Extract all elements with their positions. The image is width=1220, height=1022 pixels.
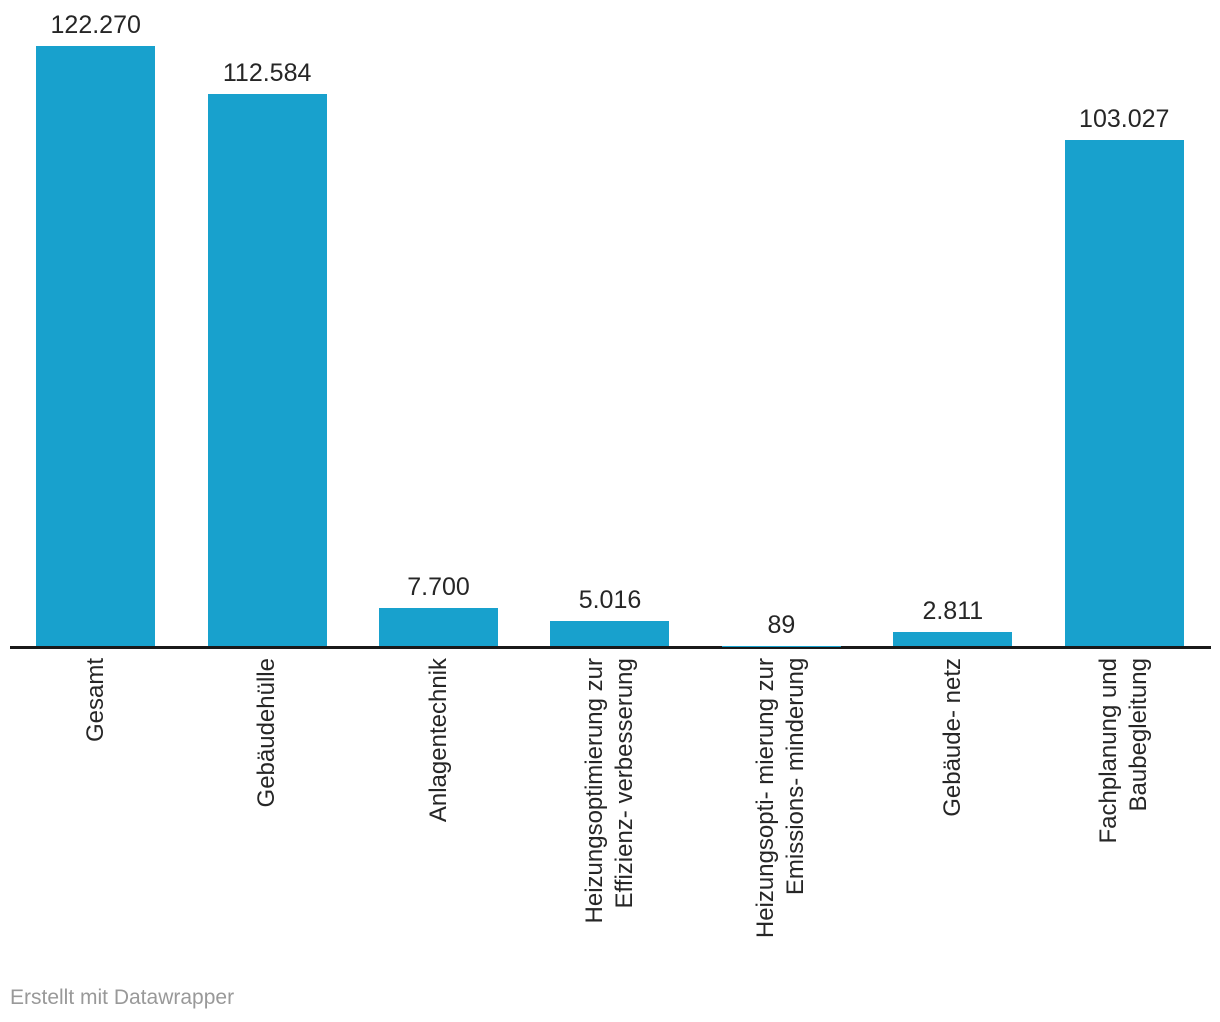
x-axis-labels: Gesamt Gebäudehülle Anlagentechnik Heizungs… (0, 649, 1220, 985)
bar-value-label: 89 (767, 610, 796, 639)
x-axis-label: Heizungsopti- mierung zur Emissions- mind… (752, 658, 810, 939)
bar (550, 621, 670, 646)
bar (1064, 140, 1184, 646)
bar-column: 122.270 (10, 0, 181, 646)
bar (36, 46, 156, 646)
x-axis-label: Heizungsoptimierung zur Effizienz- verbes… (580, 658, 638, 924)
x-axis-label-cell: Gebäudehülle (181, 658, 352, 807)
x-axis-label: Gesamt (81, 658, 109, 743)
bar-column: 7.700 (353, 0, 524, 646)
x-axis-label: Fachplanung und Baubegleitung (1095, 658, 1153, 844)
x-axis-label-cell: Gesamt (10, 658, 181, 742)
x-axis-label: Gebäudehülle (253, 658, 281, 808)
bar-column: 89 (696, 0, 867, 646)
bar (207, 93, 327, 646)
bar-value-label: 103.027 (1079, 105, 1170, 134)
x-axis-label: Anlagentechnik (424, 658, 452, 823)
bar-value-label: 112.584 (222, 58, 312, 87)
x-axis-line (10, 646, 1211, 649)
x-axis-label-cell: Gebäude- netz (867, 658, 1038, 817)
bar-value-label: 122.270 (50, 11, 141, 39)
bar-column: 103.027 (1039, 0, 1210, 646)
bar (893, 632, 1013, 646)
x-axis-label-cell: Heizungsopti- mierung zur Emissions- mind… (696, 658, 867, 938)
bar-value-label: 7.700 (407, 573, 470, 602)
x-axis-label-cell: Heizungsoptimierung zur Effizienz- verbes… (524, 658, 695, 923)
bar-value-label: 2.811 (922, 597, 984, 626)
bar-column: 2.811 (867, 0, 1038, 646)
x-axis-label-cell: Anlagentechnik (353, 658, 524, 822)
bar-column: 5.016 (524, 0, 695, 646)
plot-area: 122.270 112.584 7.700 5.016 89 2.811 103.027 (10, 0, 1210, 646)
bar (379, 608, 499, 646)
attribution-link[interactable]: Erstellt mit Datawrapper (10, 986, 235, 1009)
bar-column: 112.584 (181, 0, 352, 646)
bar-value-label: 5.016 (578, 586, 642, 615)
x-axis-label: Gebäude- netz (938, 658, 966, 817)
x-axis-label-cell: Fachplanung und Baubegleitung (1039, 658, 1210, 843)
